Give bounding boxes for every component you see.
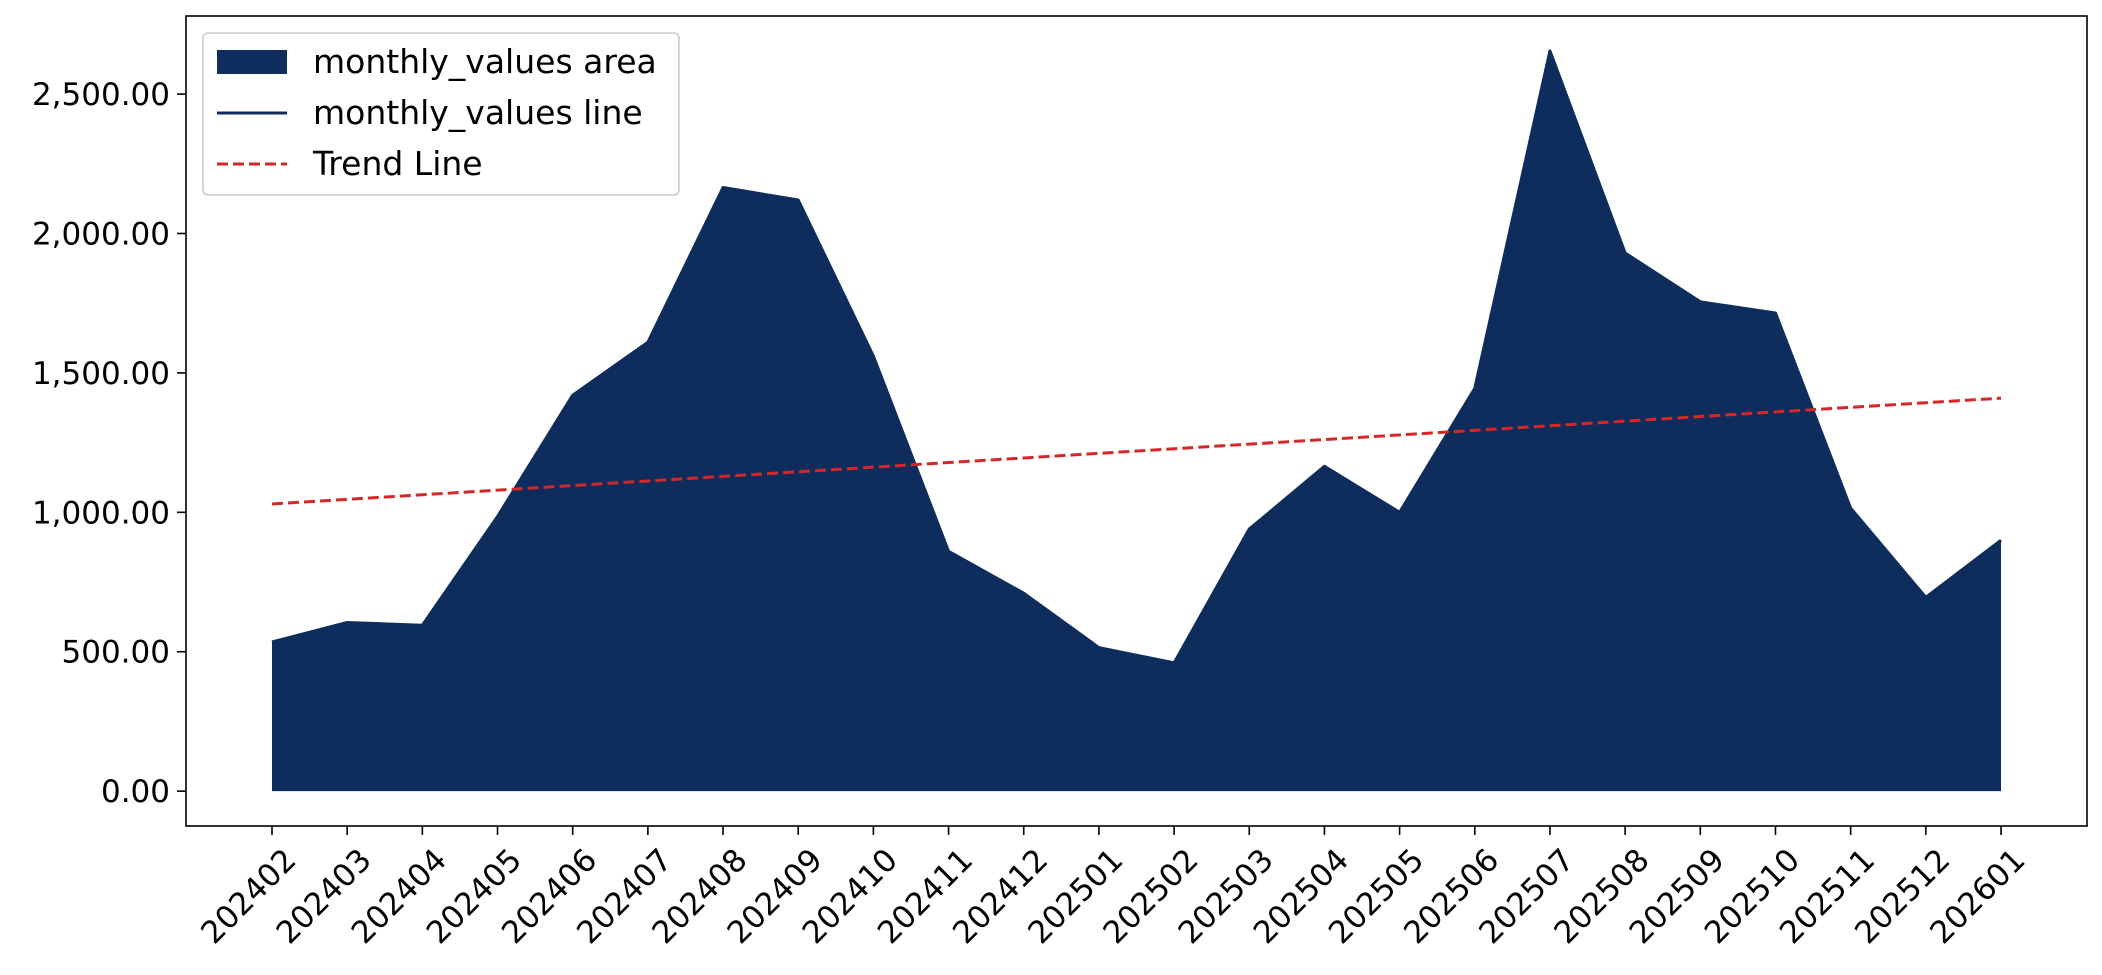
- plot-frame: [185, 15, 2088, 827]
- plot-marks: [271, 49, 2002, 792]
- y-tick-label: 500.00: [62, 635, 170, 671]
- y-tick-label: 2,000.00: [32, 216, 170, 252]
- line-series-monthly-values: [271, 49, 2002, 665]
- y-tick-label: 0.00: [101, 774, 170, 810]
- trend-line: [271, 396, 2002, 506]
- legend-box: [202, 32, 680, 196]
- legend-label: monthly_values line: [313, 93, 643, 132]
- y-tick-label: 2,500.00: [32, 77, 170, 113]
- legend-label: monthly_values area: [313, 42, 657, 81]
- y-tick-label: 1,000.00: [32, 495, 170, 531]
- legend-swatch-area: [217, 50, 287, 74]
- legend: monthly_values area monthly_values line Tr…: [202, 32, 680, 196]
- legend-label: Trend Line: [312, 144, 483, 183]
- y-tick-label: 1,500.00: [32, 356, 170, 392]
- area-series-monthly-values: [272, 50, 2001, 792]
